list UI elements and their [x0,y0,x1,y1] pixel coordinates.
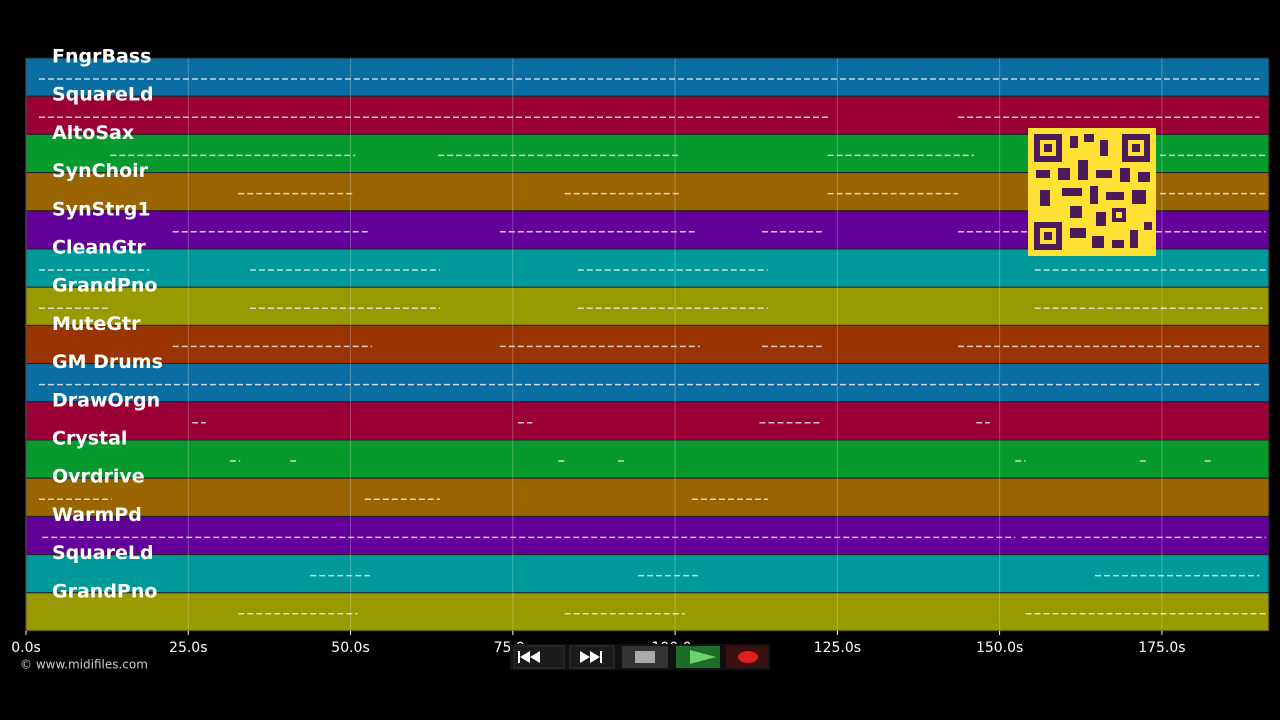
track-name: GrandPno [52,580,157,602]
rewind-button[interactable] [513,645,565,669]
track-lane [25,439,1270,479]
track-name: DrawOrgn [52,389,160,411]
play-button[interactable] [676,646,720,668]
track-name: GM Drums [52,351,163,373]
fast-forward-button[interactable] [569,645,615,669]
track-lane [25,286,1270,326]
track-name: SynStrg1 [52,198,151,220]
track-name: SquareLd [52,542,154,564]
track-lane [25,57,1270,97]
copyright: © www.midifiles.com [20,658,148,672]
notes [38,78,1266,615]
track-name: SquareLd [52,84,154,106]
track-lane [25,363,1270,403]
track-name: FngrBass [52,46,151,68]
track-lane [25,554,1270,594]
track-name: Crystal [52,428,127,450]
record-button[interactable] [726,646,768,668]
x-tick-label: 150.0s [976,640,1023,656]
track-lane [25,477,1270,517]
x-tick-label: 175.0s [1138,640,1185,656]
track-name: MuteGtr [52,313,141,335]
x-tick-label: 125.0s [814,640,861,656]
track-lane [25,515,1270,556]
track-name: SynChoir [52,160,149,182]
stop-button[interactable] [622,646,668,668]
qr-pattern [1034,134,1152,250]
labels: FngrBass SquareLd AltoSax SynChoir SynStrg1 C… [52,46,163,603]
transport-controls [510,644,770,670]
track-name: CleanGtr [52,237,146,259]
qr-code [1028,128,1156,256]
track-name: AltoSax [52,122,134,144]
track-lane [25,324,1270,365]
track-lane [25,401,1270,441]
track-lane [25,592,1270,632]
x-tick-label: 50.0s [331,640,369,656]
track-name: Ovrdrive [52,466,145,488]
x-tick-label: 0.0s [11,640,41,656]
track-name: WarmPd [52,504,142,526]
x-tick-label: 25.0s [169,640,207,656]
track-name: GrandPno [52,275,157,297]
grid [25,58,1163,631]
